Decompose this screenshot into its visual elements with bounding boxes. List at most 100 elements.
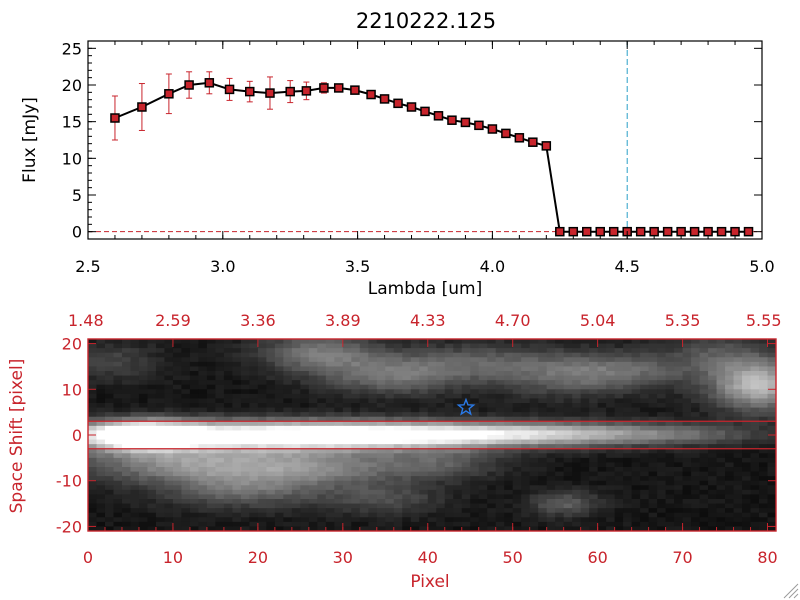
heatmap-cell: [589, 485, 599, 491]
heatmap-cell: [334, 348, 344, 354]
heatmap-cell: [317, 416, 327, 422]
heatmap-cell: [648, 499, 658, 505]
heatmap-cell: [88, 508, 97, 514]
heatmap-cell: [733, 444, 743, 450]
heatmap-cell: [461, 448, 471, 454]
heatmap-cell: [665, 462, 675, 468]
heatmap-cell: [742, 526, 752, 532]
heatmap-cell: [444, 403, 454, 409]
heatmap-cell: [478, 425, 488, 431]
heatmap-cell: [640, 521, 650, 527]
heatmap-cell: [614, 380, 624, 386]
heatmap-cell: [257, 526, 267, 532]
heatmap-cell: [138, 352, 148, 358]
heatmap-cell: [674, 444, 684, 450]
heatmap-cell: [691, 343, 701, 349]
heatmap-cell: [351, 366, 361, 372]
data-point: [662, 226, 673, 237]
heatmap-cell: [351, 448, 361, 454]
heatmap-cell: [657, 453, 667, 459]
heatmap-cell: [402, 480, 412, 486]
heatmap-cell: [716, 398, 726, 404]
heatmap-cell: [674, 494, 684, 500]
heatmap-cell: [640, 462, 650, 468]
heatmap-cell: [113, 439, 123, 445]
heatmap-cell: [342, 499, 352, 505]
heatmap-cell: [317, 357, 327, 363]
heatmap-cell: [172, 416, 182, 422]
heatmap-cell: [487, 375, 497, 381]
heatmap-cell: [461, 357, 471, 363]
heatmap-cell: [699, 371, 709, 377]
heatmap-cell: [206, 503, 216, 509]
heatmap-cell: [665, 503, 675, 509]
heatmap-cell: [325, 425, 335, 431]
heatmap-cell: [325, 403, 335, 409]
heatmap-cell: [512, 352, 522, 358]
x-tick-label: 20: [248, 548, 268, 567]
heatmap-cell: [461, 343, 471, 349]
heatmap-cell: [402, 339, 412, 345]
heatmap-cell: [240, 421, 250, 427]
heatmap-cell: [504, 503, 514, 509]
heatmap-cell: [606, 352, 616, 358]
top-x-axis-ticks: 2.5 3.0 3.5 4.0 4.5 5.0: [75, 41, 775, 276]
heatmap-cell: [487, 357, 497, 363]
heatmap-cell: [189, 421, 199, 427]
heatmap-cell: [691, 476, 701, 482]
heatmap-cell: [300, 435, 310, 441]
heatmap-cell: [317, 508, 327, 514]
heatmap-cell: [521, 517, 531, 523]
heatmap-cell: [538, 398, 548, 404]
heatmap-cell: [725, 375, 735, 381]
heatmap-cell: [470, 448, 480, 454]
heatmap-cell: [631, 375, 641, 381]
heatmap-cell: [257, 503, 267, 509]
heatmap-cell: [334, 512, 344, 518]
heatmap-cell: [767, 508, 777, 514]
heatmap-cell: [640, 430, 650, 436]
heatmap-cell: [291, 526, 301, 532]
heatmap-cell: [444, 380, 454, 386]
heatmap-cell: [674, 521, 684, 527]
heatmap-cell: [232, 398, 242, 404]
heatmap-cell: [504, 457, 514, 463]
heatmap-cell: [691, 499, 701, 505]
heatmap-cell: [750, 517, 760, 523]
heatmap-cell: [725, 398, 735, 404]
heatmap-cell: [113, 430, 123, 436]
heatmap-cell: [138, 471, 148, 477]
heatmap-cell: [240, 444, 250, 450]
heatmap-cell: [478, 430, 488, 436]
heatmap-cell: [427, 398, 437, 404]
resize-grip-icon[interactable]: [783, 583, 799, 599]
heatmap-cell: [750, 489, 760, 495]
heatmap-cell: [113, 512, 123, 518]
heatmap-cell: [393, 339, 403, 345]
heatmap-cell: [368, 357, 378, 363]
heatmap-cell: [563, 526, 573, 532]
heatmap-cell: [240, 416, 250, 422]
heatmap-cell: [461, 462, 471, 468]
heatmap-cell: [359, 526, 369, 532]
heatmap-cell: [427, 412, 437, 418]
heatmap-cell: [88, 462, 97, 468]
heatmap-cell: [359, 444, 369, 450]
heatmap-cell: [512, 494, 522, 500]
heatmap-cell: [257, 375, 267, 381]
top-axes-frame: [87, 40, 763, 240]
heatmap-cell: [104, 508, 114, 514]
heatmap-cell: [640, 403, 650, 409]
heatmap-cell: [640, 384, 650, 390]
heatmap-cell: [291, 448, 301, 454]
heatmap-cell: [436, 521, 446, 527]
heatmap-cell: [555, 393, 565, 399]
heatmap-cell: [240, 398, 250, 404]
heatmap-cell: [351, 343, 361, 349]
heatmap-cell: [88, 480, 97, 486]
heatmap-cell: [147, 348, 157, 354]
heatmap-cell: [691, 416, 701, 422]
heatmap-cell: [512, 485, 522, 491]
heatmap-cell: [453, 471, 463, 477]
heatmap-cell: [665, 467, 675, 473]
